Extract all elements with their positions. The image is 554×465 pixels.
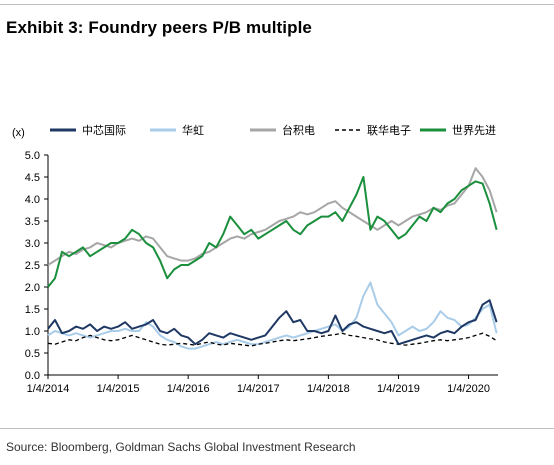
series-line-1: [47, 281, 498, 350]
y-axis-label: (x): [12, 127, 25, 139]
y-tick-label: 4.5: [25, 172, 40, 184]
y-tick-label: 3.0: [25, 238, 40, 250]
x-axis: 1/4/2014 1/4/2015 1/4/2016 1/4/2017 1/4/2018…: [27, 374, 498, 395]
legend-label-2: 台积电: [282, 123, 315, 137]
bottom-rule: [0, 428, 554, 429]
y-tick-label: 0.0: [25, 370, 40, 382]
chart: 中芯国际 华虹 台积电 联华电子 世界先进 (x) 0.0 0.5 1.0 1.5 2.0 2.5…: [12, 123, 498, 395]
x-tick-label: 1/4/2014: [27, 383, 70, 395]
legend-label-3: 联华电子: [367, 123, 411, 137]
y-tick-label: 2.5: [25, 260, 40, 272]
y-tick-label: 1.5: [25, 304, 40, 316]
top-rule: [0, 4, 554, 5]
x-tick-label: 1/4/2016: [167, 383, 210, 395]
x-tick-label: 1/4/2019: [377, 383, 420, 395]
y-tick-label: 1.0: [25, 326, 40, 338]
x-tick-label: 1/4/2020: [447, 383, 490, 395]
y-tick-label: 0.5: [25, 348, 40, 360]
y-tick-label: 5.0: [25, 150, 40, 162]
x-tick-label: 1/4/2017: [237, 383, 280, 395]
y-tick-label: 3.5: [25, 216, 40, 228]
page-title: Exhibit 3: Foundry peers P/B multiple: [6, 18, 312, 37]
legend: 中芯国际 华虹 台积电 联华电子 世界先进: [50, 123, 496, 137]
y-tick-label: 4.0: [25, 194, 40, 206]
series-lines: [47, 167, 498, 350]
legend-label-0: 中芯国际: [82, 123, 126, 137]
series-line-0: [47, 299, 498, 346]
series-line-4: [47, 176, 498, 288]
x-tick-label: 1/4/2018: [307, 383, 350, 395]
y-tick-label: 2.0: [25, 282, 40, 294]
series-line-3: [47, 332, 497, 347]
x-tick-label: 1/4/2015: [97, 383, 140, 395]
legend-label-1: 华虹: [182, 123, 204, 137]
series-line-2: [47, 167, 498, 266]
source-note: Source: Bloomberg, Goldman Sachs Global …: [6, 440, 356, 454]
legend-label-4: 世界先进: [452, 124, 496, 137]
y-axis: 0.0 0.5 1.0 1.5 2.0 2.5 3.0 3.5 4.0 4.5 5.0: [25, 150, 49, 382]
